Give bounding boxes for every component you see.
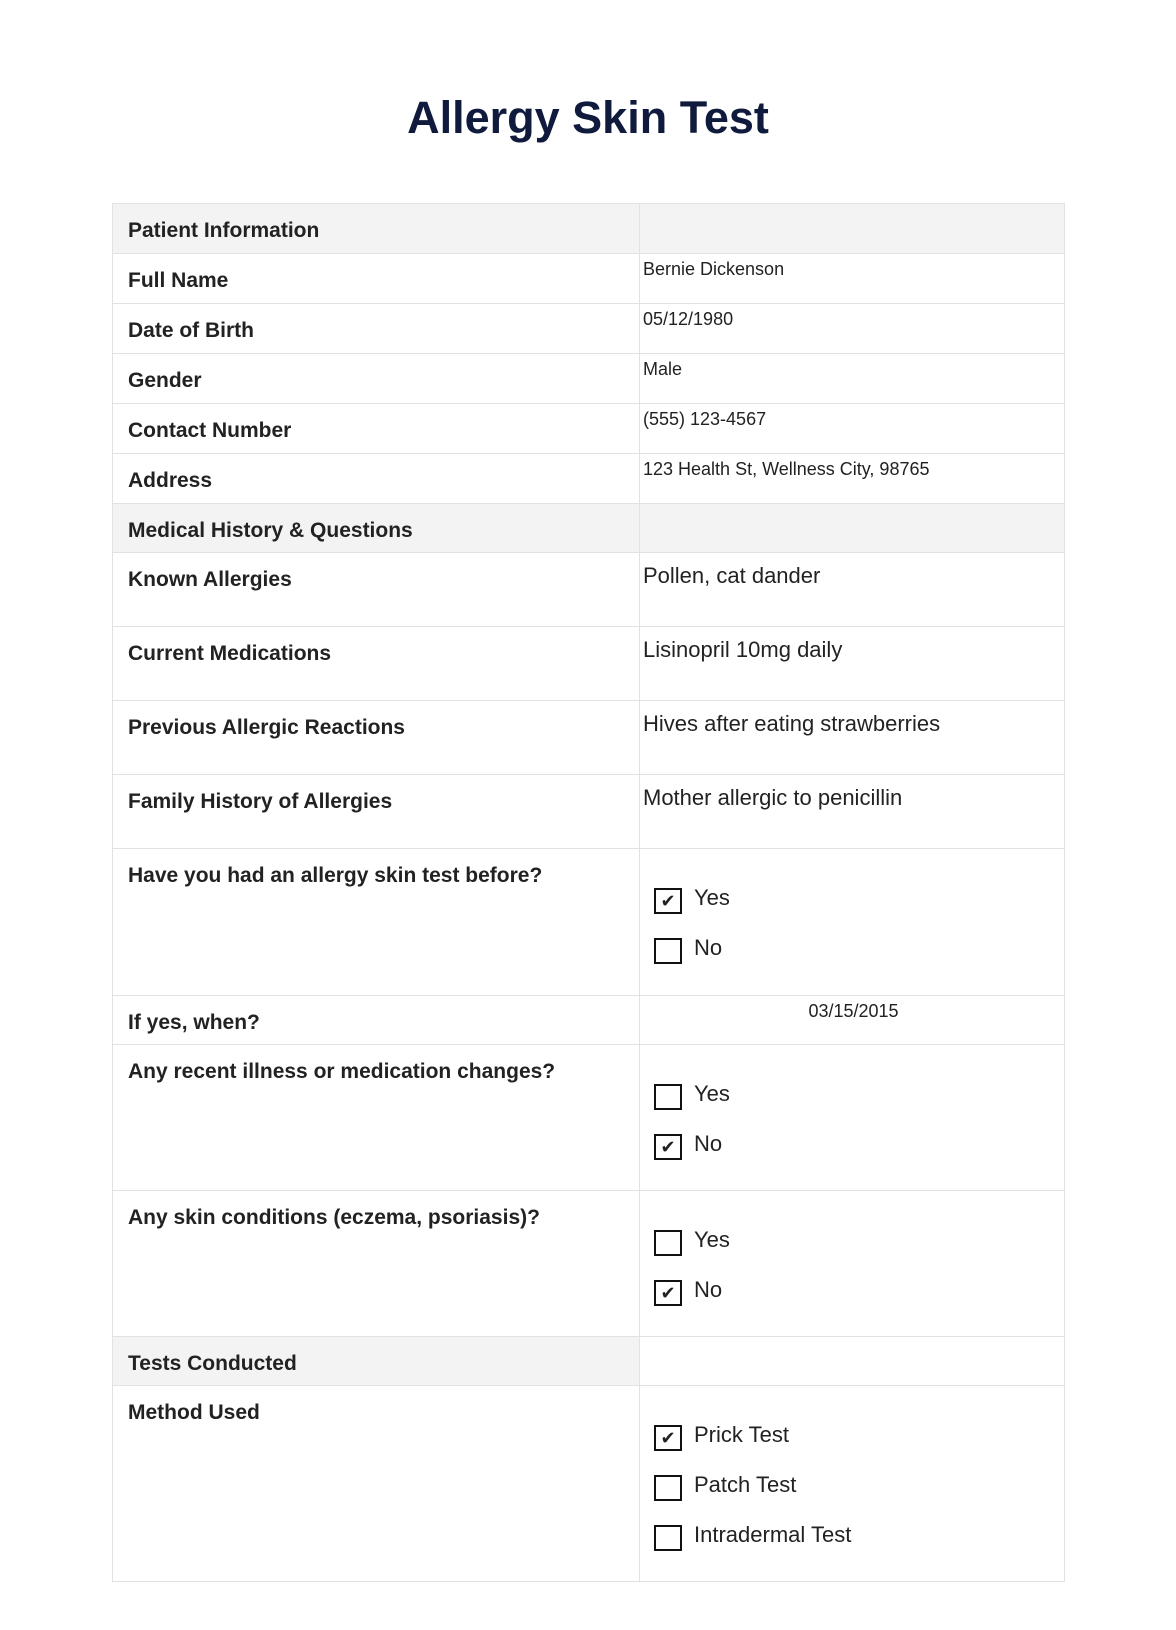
section-title: Medical History & Questions — [112, 503, 640, 553]
form-row: Current Medications Lisinopril 10mg daily — [112, 626, 1065, 701]
page-title: Allergy Skin Test — [407, 92, 769, 143]
field-value[interactable]: (555) 123-4567 — [639, 403, 1065, 454]
field-label: Full Name — [112, 253, 640, 304]
form-row: Gender Male — [112, 353, 1065, 404]
checked-checkbox-icon[interactable]: ✔ — [654, 1134, 682, 1160]
field-label: Date of Birth — [112, 303, 640, 354]
checked-checkbox-icon[interactable]: ✔ — [654, 888, 682, 914]
checkbox-option[interactable]: No — [654, 923, 1064, 973]
field-value[interactable]: Lisinopril 10mg daily — [639, 626, 1065, 701]
form-row: Full Name Bernie Dickenson — [112, 253, 1065, 304]
question-label: Method Used — [112, 1385, 640, 1582]
question-row-previous-test: Have you had an allergy skin test before… — [112, 848, 1065, 996]
checkbox-option[interactable]: Yes — [654, 1215, 1064, 1265]
checkbox-icon[interactable] — [654, 938, 682, 964]
option-label: Patch Test — [694, 1472, 797, 1497]
answer-value[interactable]: 03/15/2015 — [639, 995, 1065, 1045]
option-label: Yes — [694, 1227, 730, 1252]
checkbox-option[interactable]: Patch Test — [654, 1460, 1064, 1510]
field-label: Contact Number — [112, 403, 640, 454]
checkbox-option[interactable]: Intradermal Test — [654, 1510, 1064, 1560]
option-label: Yes — [694, 885, 730, 910]
field-value[interactable]: Male — [639, 353, 1065, 404]
form-row: Address 123 Health St, Wellness City, 987… — [112, 453, 1065, 504]
form-row: Previous Allergic Reactions Hives after e… — [112, 700, 1065, 775]
section-header-patient: Patient Information — [112, 203, 1065, 254]
checkbox-icon[interactable] — [654, 1084, 682, 1110]
question-row-illness: Any recent illness or medication changes… — [112, 1044, 1065, 1191]
section-header-tests: Tests Conducted — [112, 1336, 1065, 1386]
checked-checkbox-icon[interactable]: ✔ — [654, 1280, 682, 1306]
checkbox-group: ✔ Prick Test Patch Test Intradermal Test — [640, 1386, 1064, 1560]
checkbox-icon[interactable] — [654, 1475, 682, 1501]
form-row: Family History of Allergies Mother allerg… — [112, 774, 1065, 849]
option-label: Prick Test — [694, 1422, 789, 1447]
field-label: Family History of Allergies — [112, 774, 640, 849]
checkbox-option[interactable]: ✔ Prick Test — [654, 1410, 1064, 1460]
option-label: Yes — [694, 1081, 730, 1106]
allergy-form-table: Patient Information Full Name Bernie Dick… — [112, 203, 1065, 1582]
checkbox-option[interactable]: ✔ Yes — [654, 873, 1064, 923]
section-title: Patient Information — [112, 203, 640, 254]
field-value[interactable]: Hives after eating strawberries — [639, 700, 1065, 775]
option-label: No — [694, 1131, 723, 1156]
checkbox-option[interactable]: Yes — [654, 1069, 1064, 1119]
question-label: Any recent illness or medication changes… — [112, 1044, 640, 1191]
question-row-skin: Any skin conditions (eczema, psoriasis)?… — [112, 1190, 1065, 1337]
checkbox-icon[interactable] — [654, 1525, 682, 1551]
field-value[interactable]: Pollen, cat dander — [639, 552, 1065, 627]
checkbox-group: ✔ Yes No — [640, 849, 1064, 973]
checkbox-group: Yes ✔ No — [640, 1191, 1064, 1315]
question-label: Have you had an allergy skin test before… — [112, 848, 640, 996]
form-row: Contact Number (555) 123-4567 — [112, 403, 1065, 454]
field-value[interactable]: 123 Health St, Wellness City, 98765 — [639, 453, 1065, 504]
question-row-when: If yes, when? 03/15/2015 — [112, 995, 1065, 1045]
question-row-method: Method Used ✔ Prick Test Patch Test Intrader… — [112, 1385, 1065, 1582]
option-label: No — [694, 1277, 723, 1302]
field-value[interactable]: Mother allergic to penicillin — [639, 774, 1065, 849]
checkbox-option[interactable]: ✔ No — [654, 1265, 1064, 1315]
field-value[interactable]: 05/12/1980 — [639, 303, 1065, 354]
form-row: Date of Birth 05/12/1980 — [112, 303, 1065, 354]
question-label: If yes, when? — [112, 995, 640, 1045]
checkbox-icon[interactable] — [654, 1230, 682, 1256]
section-header-medical: Medical History & Questions — [112, 503, 1065, 553]
checkbox-option[interactable]: ✔ No — [654, 1119, 1064, 1169]
field-label: Previous Allergic Reactions — [112, 700, 640, 775]
checkbox-group: Yes ✔ No — [640, 1045, 1064, 1169]
field-label: Address — [112, 453, 640, 504]
question-label: Any skin conditions (eczema, psoriasis)? — [112, 1190, 640, 1337]
checked-checkbox-icon[interactable]: ✔ — [654, 1425, 682, 1451]
field-value[interactable]: Bernie Dickenson — [639, 253, 1065, 304]
option-label: Intradermal Test — [694, 1522, 852, 1547]
field-label: Gender — [112, 353, 640, 404]
section-title: Tests Conducted — [112, 1336, 640, 1386]
field-label: Current Medications — [112, 626, 640, 701]
field-label: Known Allergies — [112, 552, 640, 627]
option-label: No — [694, 935, 723, 960]
form-row: Known Allergies Pollen, cat dander — [112, 552, 1065, 627]
